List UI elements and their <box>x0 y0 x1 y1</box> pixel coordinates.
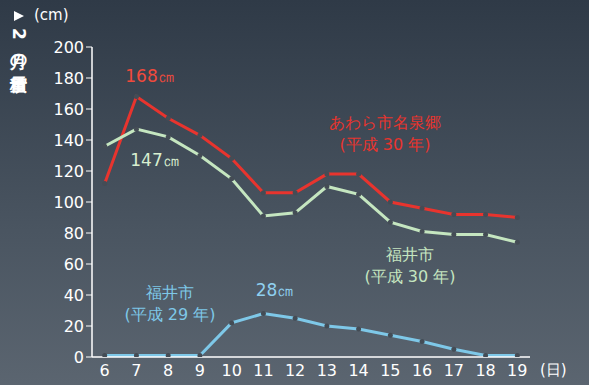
svg-text:12: 12 <box>285 361 305 380</box>
html-text:2月の積雪量: 2月の積雪量 <box>9 28 29 65</box>
html-text:福井市: 福井市 <box>386 245 434 264</box>
html-text:28㎝: 28㎝ <box>255 280 295 300</box>
svg-text:18: 18 <box>475 361 495 380</box>
svg-text:19: 19 <box>507 361 527 380</box>
html-text:147㎝: 147㎝ <box>130 150 180 170</box>
html-text:(日): (日) <box>540 361 567 379</box>
svg-text:40: 40 <box>64 286 84 305</box>
svg-text:80: 80 <box>64 224 84 243</box>
svg-text:11: 11 <box>253 361 273 380</box>
svg-text:20: 20 <box>64 317 84 336</box>
html-text:福井市: 福井市 <box>146 283 194 302</box>
svg-text:14: 14 <box>348 361 368 380</box>
html-text:168㎝: 168㎝ <box>125 66 175 86</box>
svg-text:120: 120 <box>53 162 84 181</box>
svg-text:6: 6 <box>100 361 110 380</box>
svg-text:15: 15 <box>380 361 400 380</box>
svg-text:60: 60 <box>64 255 84 274</box>
svg-text:200: 200 <box>53 38 84 57</box>
svg-text:17: 17 <box>444 361 464 380</box>
svg-text:180: 180 <box>53 69 84 88</box>
svg-text:7: 7 <box>131 361 141 380</box>
svg-text:100: 100 <box>53 193 84 212</box>
html-text:(cm): (cm) <box>34 6 69 24</box>
svg-text:0: 0 <box>74 348 84 367</box>
svg-text:140: 140 <box>53 131 84 150</box>
html-text:(平成 30 年): (平成 30 年) <box>339 135 431 154</box>
svg-text:13: 13 <box>317 361 337 380</box>
html-text:(平成 30 年): (平成 30 年) <box>364 267 456 286</box>
svg-text:10: 10 <box>221 361 241 380</box>
svg-text:9: 9 <box>195 361 205 380</box>
svg-text:16: 16 <box>412 361 432 380</box>
html-text:(平成 29 年): (平成 29 年) <box>124 305 216 324</box>
html-text:あわら市名泉郷: あわら市名泉郷 <box>329 113 441 132</box>
svg-text:8: 8 <box>163 361 173 380</box>
svg-text:160: 160 <box>53 100 84 119</box>
